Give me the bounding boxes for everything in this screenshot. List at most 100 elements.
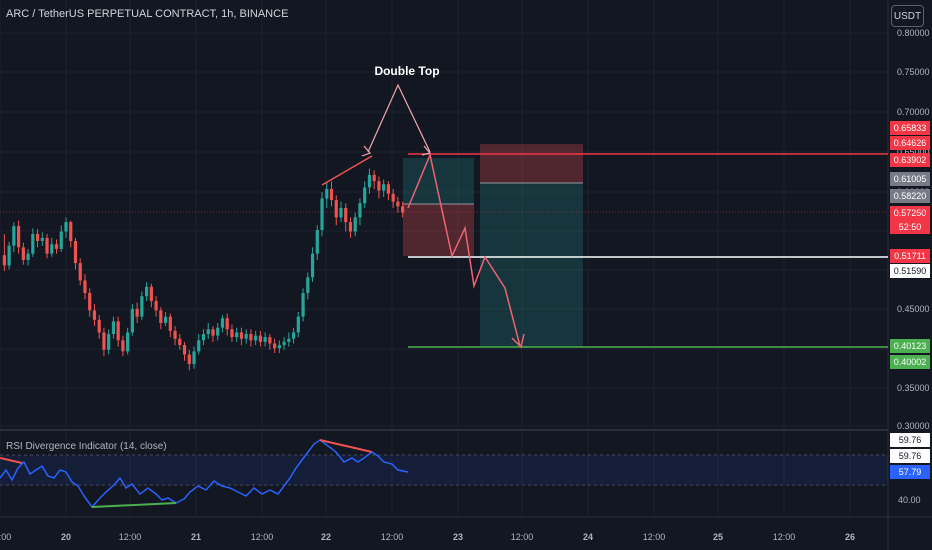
- candle-body: [26, 253, 30, 260]
- bullish-divergence-line: [91, 502, 177, 508]
- candle-body: [7, 245, 11, 266]
- candle-body: [220, 318, 225, 328]
- price-label: 0.63902: [890, 153, 930, 167]
- candle: [344, 203, 348, 232]
- candle-body: [107, 334, 111, 350]
- candle: [258, 330, 262, 347]
- candle-body: [182, 345, 187, 355]
- candle-body: [396, 201, 400, 207]
- candle-body: [64, 222, 68, 232]
- rsi-label-text: 59.76: [899, 451, 922, 461]
- candle: [235, 327, 239, 342]
- candle: [88, 288, 92, 317]
- candle-body: [211, 329, 215, 336]
- price-label-text: 0.61005: [894, 174, 927, 184]
- time-axis: 12:00 20 12:00 21 12:00 22 12:00 23 12:00 24 12:00…: [0, 532, 855, 542]
- price-label-text: 52:50: [899, 222, 922, 232]
- candle: [315, 225, 319, 260]
- candle-body: [168, 316, 172, 331]
- candle: [320, 192, 324, 237]
- candle: [40, 232, 44, 246]
- candle: [16, 220, 21, 254]
- candle-body: [163, 316, 168, 323]
- price-label-box: [890, 153, 930, 167]
- price-label-text: 0.58220: [894, 191, 927, 201]
- time-tick-label: 12:00: [251, 532, 274, 542]
- candle: [121, 335, 125, 357]
- price-label: 0.40123: [890, 339, 930, 353]
- candle: [244, 329, 248, 344]
- candle: [73, 237, 78, 270]
- candle-body: [363, 187, 367, 204]
- rsi-label-box: [890, 433, 930, 447]
- candle: [386, 181, 391, 201]
- candle: [31, 228, 35, 257]
- time-tick-label: 12:00: [643, 532, 666, 542]
- candle-body: [121, 340, 125, 352]
- candle: [178, 334, 182, 350]
- candle-body: [178, 338, 182, 346]
- candle-body: [21, 247, 25, 260]
- price-label: 0.58220: [890, 189, 930, 203]
- candle-body: [348, 222, 353, 232]
- trade-setup-boxes: [403, 144, 583, 347]
- candle: [83, 274, 87, 300]
- candle: [372, 170, 376, 190]
- candle: [163, 311, 168, 327]
- price-label-box: [890, 339, 930, 353]
- rsi-label-box: [890, 465, 930, 479]
- candle-body: [88, 293, 92, 311]
- candle: [273, 338, 277, 353]
- candle: [282, 337, 286, 350]
- price-label-text: 0.57250: [894, 208, 927, 218]
- candle: [254, 330, 258, 346]
- candle: [45, 233, 49, 259]
- candle-body: [258, 335, 262, 342]
- candle: [97, 315, 101, 339]
- price-label-box: [890, 172, 930, 186]
- candle-body: [83, 280, 87, 294]
- candle-body: [31, 233, 35, 254]
- price-tick-label: 0.30000: [897, 421, 930, 431]
- candle-body: [35, 233, 40, 242]
- candle: [7, 241, 11, 270]
- candle-body: [92, 310, 97, 320]
- currency-button[interactable]: USDT: [891, 5, 924, 27]
- rsi-axis-label: 40.00: [898, 495, 921, 505]
- candle: [277, 340, 281, 353]
- price-tick-label: 0.75000: [897, 67, 930, 77]
- rsi-band: [0, 455, 888, 485]
- candle: [291, 327, 296, 344]
- price-label-box: [890, 220, 930, 234]
- candle-body: [16, 226, 21, 248]
- time-tick-label: 21: [191, 532, 201, 542]
- candle-body: [254, 335, 258, 341]
- long-risk-zone: [403, 204, 474, 256]
- candle-body: [12, 226, 16, 246]
- candle-body: [239, 332, 244, 339]
- price-tick-label: 0.35000: [897, 383, 930, 393]
- candle-body: [54, 244, 59, 249]
- candle: [126, 327, 130, 355]
- candle: [201, 329, 206, 346]
- candle-body: [40, 237, 44, 242]
- candle-body: [377, 181, 381, 191]
- candle: [35, 229, 40, 248]
- top-trendline: [321, 155, 373, 186]
- candle-body: [325, 189, 329, 199]
- price-label-text: 0.51590: [894, 266, 927, 276]
- candle: [239, 327, 244, 346]
- candle-body: [291, 332, 296, 339]
- candle: [145, 282, 149, 301]
- time-tick-label: 20: [61, 532, 71, 542]
- candle-body: [145, 286, 149, 297]
- bearish-divergence-line: [319, 439, 373, 453]
- rsi-label-text: 57.79: [899, 467, 922, 477]
- symbol-title: ARC / TetherUS PERPETUAL CONTRACT, 1h, B…: [6, 8, 289, 20]
- candle: [173, 326, 177, 346]
- candle-body: [386, 184, 391, 194]
- candle: [287, 332, 291, 347]
- candle-body: [235, 332, 239, 338]
